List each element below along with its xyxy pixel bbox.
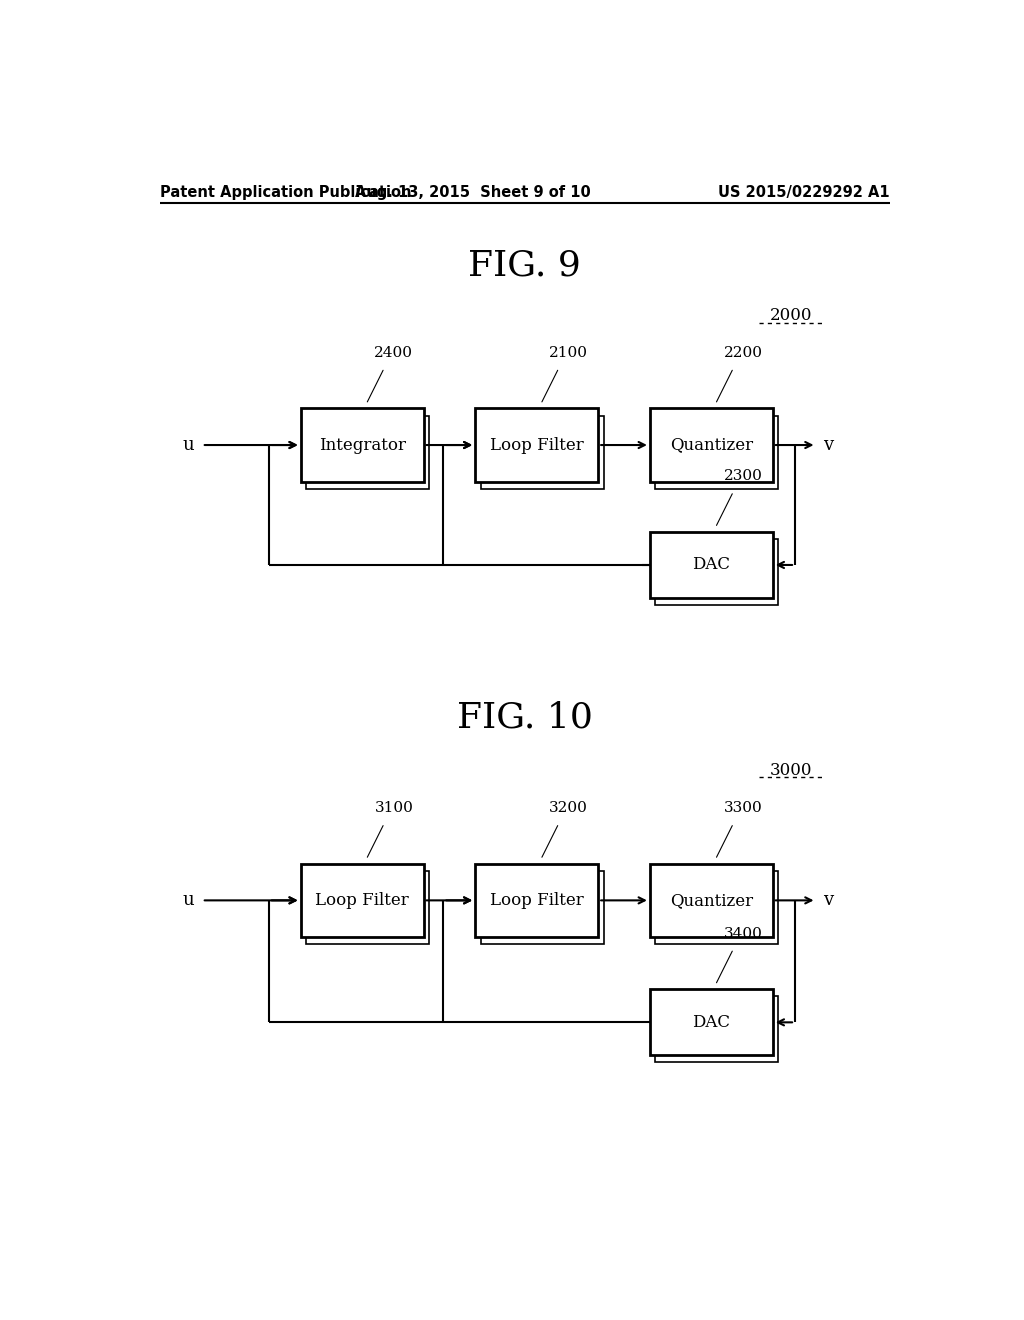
Bar [650, 532, 773, 598]
Text: FIG. 10: FIG. 10 [457, 701, 593, 734]
Bar [301, 408, 424, 482]
Bar [655, 539, 778, 605]
Text: US 2015/0229292 A1: US 2015/0229292 A1 [718, 185, 890, 201]
Text: 2000: 2000 [769, 308, 812, 325]
Bar [306, 871, 429, 944]
Bar [650, 863, 773, 937]
Bar [655, 416, 778, 488]
Bar [650, 989, 773, 1056]
Text: 2200: 2200 [724, 346, 763, 359]
Text: 3000: 3000 [769, 762, 812, 779]
Text: 3200: 3200 [549, 801, 588, 814]
Text: 2400: 2400 [375, 346, 414, 359]
Bar [301, 863, 424, 937]
Text: FIG. 9: FIG. 9 [468, 248, 582, 282]
Text: Integrator: Integrator [318, 437, 406, 454]
Text: 3400: 3400 [724, 927, 763, 941]
Text: u: u [182, 891, 194, 909]
Text: 2300: 2300 [724, 469, 763, 483]
Text: Loop Filter: Loop Filter [315, 892, 409, 909]
Text: Loop Filter: Loop Filter [489, 437, 584, 454]
Bar [655, 871, 778, 944]
Text: 3100: 3100 [375, 801, 414, 814]
Bar [475, 408, 598, 482]
Text: u: u [182, 436, 194, 454]
Text: 3300: 3300 [724, 801, 763, 814]
Bar [655, 997, 778, 1063]
Bar [306, 416, 429, 488]
Text: Patent Application Publication: Patent Application Publication [160, 185, 412, 201]
Text: v: v [823, 436, 833, 454]
Bar [480, 416, 604, 488]
Text: v: v [823, 891, 833, 909]
Bar [475, 863, 598, 937]
Text: Loop Filter: Loop Filter [489, 892, 584, 909]
Text: DAC: DAC [692, 557, 730, 573]
Text: Aug. 13, 2015  Sheet 9 of 10: Aug. 13, 2015 Sheet 9 of 10 [355, 185, 591, 201]
Text: 2100: 2100 [549, 346, 588, 359]
Bar [650, 408, 773, 482]
Bar [480, 871, 604, 944]
Text: Quantizer: Quantizer [670, 892, 753, 909]
Text: DAC: DAC [692, 1014, 730, 1031]
Text: Quantizer: Quantizer [670, 437, 753, 454]
